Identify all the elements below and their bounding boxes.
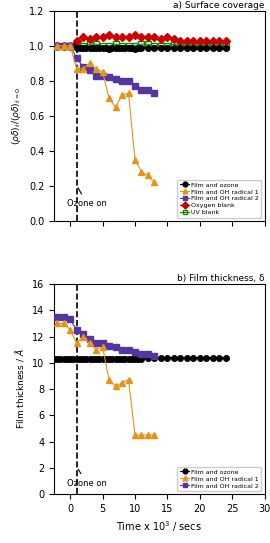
Y-axis label: Film thickness / $\AA$: Film thickness / $\AA$ — [13, 349, 26, 430]
Text: a) Surface coverage: a) Surface coverage — [173, 1, 265, 10]
Legend: Film and ozone, Film and OH radical 1, Film and OH radical 2, Oxygen blank, UV b: Film and ozone, Film and OH radical 1, F… — [177, 180, 261, 218]
Legend: Film and ozone, Film and OH radical 1, Film and OH radical 2: Film and ozone, Film and OH radical 1, F… — [177, 467, 261, 491]
Text: Ozone on: Ozone on — [67, 469, 107, 488]
Y-axis label: $(\rho\delta)_t/(\rho\delta)_{t=0}$: $(\rho\delta)_t/(\rho\delta)_{t=0}$ — [10, 87, 23, 145]
Text: Ozone on: Ozone on — [67, 188, 107, 209]
Text: b) Film thickness, δ: b) Film thickness, δ — [177, 274, 265, 283]
X-axis label: Time x 10$^3$ / secs: Time x 10$^3$ / secs — [116, 520, 202, 534]
